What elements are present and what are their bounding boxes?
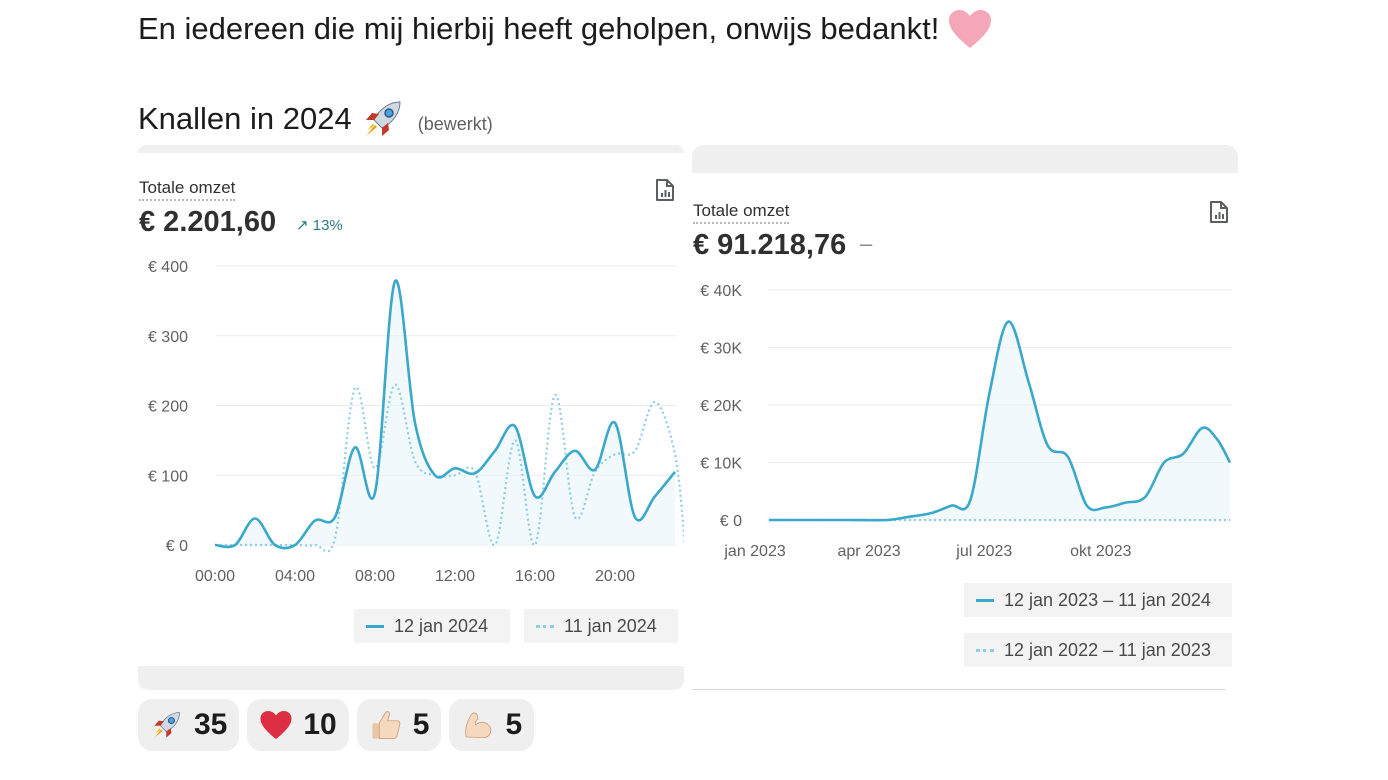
y-tick-label: € 30K: [700, 341, 742, 358]
series-area-current: [769, 321, 1230, 521]
y-tick-label: € 0: [720, 513, 742, 530]
legend-dotted-line-icon: [536, 624, 554, 628]
rocket-icon: [154, 712, 180, 738]
x-tick-label: 04:00: [275, 568, 315, 585]
metric-value: € 2.201,60: [139, 206, 277, 238]
reaction-count: 10: [303, 708, 337, 741]
edited-label: (bewerkt): [417, 113, 493, 134]
x-tick-label: 08:00: [355, 568, 395, 585]
legend-dotted-line-icon: [976, 648, 994, 652]
y-tick-label: € 300: [148, 329, 188, 346]
x-tick-label: 12:00: [435, 568, 475, 585]
analytics-card-today: Totale omzet € 2.201,60 ↗ 13% € 0 € 100 € …: [138, 145, 684, 690]
y-tick-label: € 0: [166, 538, 188, 555]
legend-item-previous[interactable]: 12 jan 2022 – 11 jan 2023: [964, 633, 1232, 667]
analytics-card-year: Totale omzet € 91.218,76 – € 0 € 10K € 20K…: [692, 145, 1238, 690]
metric-change: ↗ 13%: [296, 216, 343, 234]
metric-label[interactable]: Totale omzet: [139, 178, 236, 201]
reaction-heart[interactable]: 10: [247, 699, 349, 751]
x-tick-label: 16:00: [515, 568, 555, 585]
y-tick-label: € 10K: [700, 456, 742, 473]
chart-yearly-revenue: € 0 € 10K € 20K € 30K € 40K jan 2023 apr 2023 j…: [700, 283, 1232, 560]
metric-value: € 91.218,76: [693, 229, 847, 261]
legend-item-previous[interactable]: 11 jan 2024: [524, 609, 678, 643]
reaction-count: 5: [505, 708, 523, 741]
reaction-bar: 35 10 5 5: [138, 699, 535, 751]
red-heart-icon: [260, 710, 292, 740]
legend-solid-line-icon: [366, 624, 384, 628]
report-icon[interactable]: [1208, 200, 1230, 224]
legend-label: 12 jan 2022 – 11 jan 2023: [1004, 639, 1211, 660]
chart-hourly-revenue: € 0 € 100 € 200 € 300 € 400 00:00 04:00 08:00 12…: [148, 259, 684, 585]
section-title: Knallen in 2024 (bewerkt): [138, 96, 493, 142]
arrow-up-right-icon: ↗: [296, 217, 309, 234]
legend-label: 12 jan 2024: [394, 615, 489, 636]
intro-text: En iedereen die mij hierbij heeft geholp…: [138, 11, 940, 46]
metric-change-value: 13%: [312, 217, 343, 234]
legend-solid-line-icon: [976, 598, 994, 602]
y-tick-label: € 400: [148, 259, 188, 276]
thumbs-up-icon: [372, 711, 401, 740]
card-top-edge: [692, 145, 1238, 173]
card-top-edge: [138, 145, 684, 153]
y-tick-label: € 40K: [700, 283, 742, 300]
legend-item-current[interactable]: 12 jan 2023 – 11 jan 2024: [964, 583, 1232, 617]
x-tick-label: okt 2023: [1070, 543, 1131, 560]
x-tick-label: jan 2023: [723, 543, 785, 560]
metric-change: –: [860, 231, 873, 256]
reaction-rocket[interactable]: 35: [138, 699, 240, 751]
card-bottom-rule: [692, 689, 1226, 690]
section-title-text: Knallen in 2024: [138, 101, 352, 136]
intro-message: En iedereen die mij hierbij heeft geholp…: [138, 8, 993, 50]
y-tick-label: € 100: [148, 468, 188, 485]
legend-item-current[interactable]: 12 jan 2024: [354, 609, 510, 643]
reaction-count: 35: [194, 708, 228, 741]
series-area-current: [215, 280, 675, 549]
x-tick-label: jul 2023: [955, 543, 1012, 560]
metric-label[interactable]: Totale omzet: [693, 201, 790, 224]
x-tick-label: 00:00: [195, 568, 235, 585]
card-bottom-edge: [138, 666, 684, 690]
reaction-thumbs-up[interactable]: 5: [356, 699, 442, 751]
legend-label: 11 jan 2024: [564, 615, 657, 636]
pink-heart-icon: [949, 10, 992, 48]
x-tick-label: 20:00: [595, 568, 635, 585]
series-line-current: [769, 320, 1232, 522]
reaction-count: 5: [412, 708, 430, 741]
series-line-current: [214, 279, 677, 550]
y-tick-label: € 200: [148, 399, 188, 416]
legend-label: 12 jan 2023 – 11 jan 2024: [1004, 589, 1211, 610]
flexed-biceps-icon: [465, 712, 492, 739]
reaction-flexed-biceps[interactable]: 5: [449, 699, 535, 751]
report-icon[interactable]: [654, 178, 676, 202]
x-tick-label: apr 2023: [837, 543, 900, 560]
y-tick-label: € 20K: [700, 398, 742, 415]
rocket-icon: [365, 101, 401, 136]
